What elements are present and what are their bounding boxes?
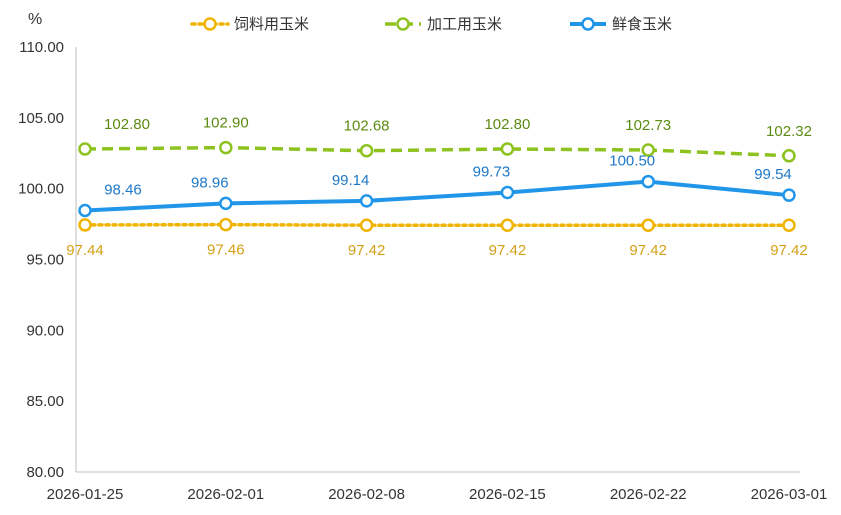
y-axis-unit-label: %	[28, 11, 42, 28]
data-point	[359, 194, 374, 208]
legend-item: 鲜食玉米	[570, 16, 672, 33]
data-point	[78, 142, 92, 156]
legend-item: 加工用玉米	[385, 16, 502, 33]
data-point	[359, 218, 374, 232]
y-tick-label: 85.00	[26, 393, 64, 410]
data-point	[782, 149, 796, 163]
series-line	[84, 179, 790, 213]
x-tick-label: 2026-02-01	[187, 486, 264, 503]
data-label: 102.90	[203, 115, 249, 132]
data-label: 100.50	[609, 153, 655, 170]
axes: %	[28, 11, 800, 473]
data-point	[641, 143, 655, 157]
y-tick-label: 105.00	[18, 110, 64, 127]
data-label: 97.42	[489, 242, 527, 259]
x-tick-label: 2026-02-08	[328, 486, 405, 503]
data-point	[782, 188, 796, 202]
y-tick-label: 100.00	[18, 181, 64, 198]
data-label: 97.44	[66, 242, 104, 259]
legend-label: 加工用玉米	[427, 16, 502, 33]
data-point	[500, 185, 515, 200]
y-axis-ticks: 80.00 85.00 90.00 95.00 100.00 105.00 110.00	[18, 39, 64, 481]
legend-label: 鲜食玉米	[612, 16, 672, 33]
data-label: 98.46	[104, 181, 142, 198]
series-line	[83, 222, 791, 227]
data-label: 99.14	[332, 172, 370, 189]
series-line	[84, 145, 790, 158]
series-1	[78, 217, 796, 232]
data-point	[500, 218, 515, 232]
data-point	[641, 218, 655, 232]
data-point	[500, 142, 515, 156]
data-point	[641, 174, 655, 189]
data-label: 97.42	[629, 242, 667, 259]
legend-swatch-marker	[396, 17, 410, 31]
data-label: 99.54	[754, 166, 792, 183]
data-label: 97.42	[770, 242, 808, 259]
legend-swatch-marker	[581, 17, 595, 31]
data-label: 102.80	[484, 116, 530, 133]
data-label: 98.96	[191, 174, 229, 191]
data-point	[78, 218, 92, 232]
x-tick-label: 2026-02-22	[610, 486, 687, 503]
y-tick-label: 95.00	[26, 252, 64, 269]
data-point	[78, 203, 92, 218]
data-label: 102.68	[344, 118, 390, 135]
legend-label: 饲料用玉米	[234, 16, 309, 33]
data-point	[782, 218, 796, 232]
series-2	[78, 140, 796, 163]
data-label: 97.46	[207, 242, 245, 259]
data-point	[359, 143, 374, 158]
data-label: 102.73	[625, 117, 671, 134]
y-tick-label: 90.00	[26, 322, 64, 339]
data-label: 99.73	[473, 163, 511, 180]
data-point	[219, 196, 233, 211]
data-label: 102.32	[766, 123, 812, 140]
x-tick-label: 2026-03-01	[751, 486, 828, 503]
data-label: 102.80	[104, 116, 150, 133]
legend: 饲料用玉米 加工用玉米 鲜食玉米	[190, 16, 672, 33]
x-axis-ticks: 2026-01-25 2026-02-01 2026-02-08 2026-02-15…	[47, 486, 828, 503]
series-3	[78, 174, 796, 218]
x-tick-label: 2026-01-25	[47, 486, 124, 503]
y-tick-label: 80.00	[26, 464, 64, 481]
data-labels: 97.44 97.46 97.42 97.42 97.42 97.42 102.80 102.…	[66, 115, 812, 260]
y-tick-label: 110.00	[19, 39, 64, 56]
data-label: 97.42	[348, 242, 386, 259]
legend-item: 饲料用玉米	[190, 16, 309, 33]
data-point	[219, 140, 233, 155]
data-point	[219, 217, 233, 232]
series-lines	[78, 140, 796, 232]
legend-swatch-marker	[203, 17, 217, 31]
x-tick-label: 2026-02-15	[469, 486, 546, 503]
